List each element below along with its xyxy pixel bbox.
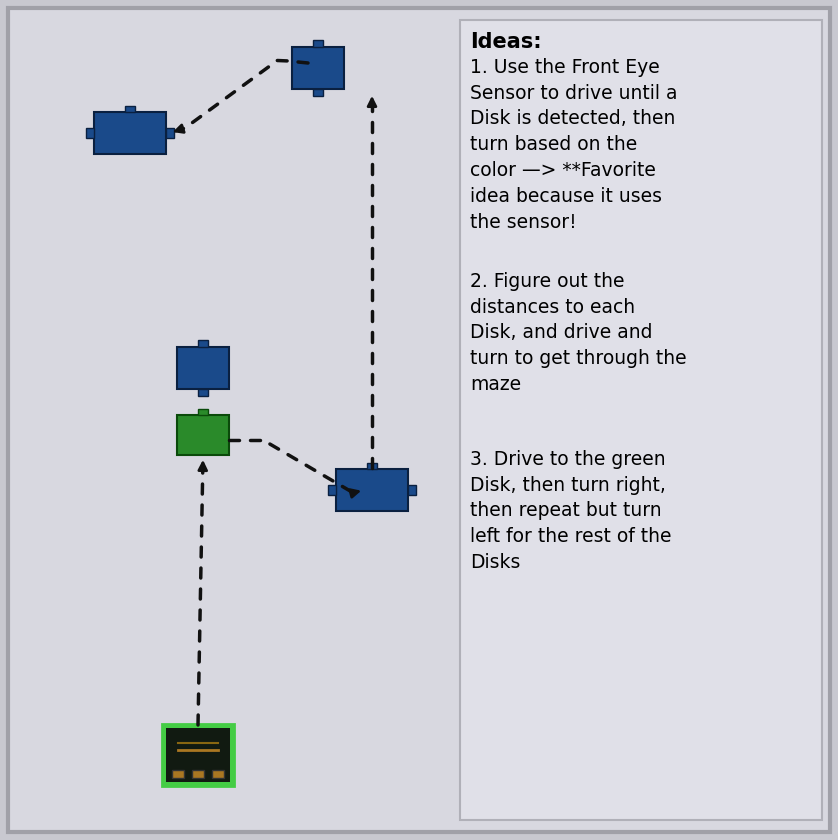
FancyBboxPatch shape: [177, 347, 229, 389]
FancyBboxPatch shape: [313, 40, 323, 47]
FancyBboxPatch shape: [166, 728, 230, 782]
FancyBboxPatch shape: [367, 463, 377, 469]
FancyBboxPatch shape: [8, 8, 830, 832]
FancyBboxPatch shape: [198, 389, 208, 396]
FancyBboxPatch shape: [408, 485, 416, 495]
Text: Ideas:: Ideas:: [470, 32, 541, 52]
FancyBboxPatch shape: [162, 724, 234, 786]
FancyBboxPatch shape: [86, 128, 94, 138]
FancyBboxPatch shape: [125, 106, 135, 112]
FancyBboxPatch shape: [198, 340, 208, 347]
FancyBboxPatch shape: [192, 770, 204, 778]
FancyBboxPatch shape: [166, 128, 174, 138]
FancyBboxPatch shape: [292, 47, 344, 89]
FancyBboxPatch shape: [212, 770, 224, 778]
Text: 2. Figure out the
distances to each
Disk, and drive and
turn to get through the
: 2. Figure out the distances to each Disk…: [470, 272, 686, 394]
FancyBboxPatch shape: [328, 485, 336, 495]
FancyBboxPatch shape: [460, 20, 822, 820]
FancyBboxPatch shape: [177, 415, 229, 455]
Text: 3. Drive to the green
Disk, then turn right,
then repeat but turn
left for the r: 3. Drive to the green Disk, then turn ri…: [470, 450, 671, 572]
FancyBboxPatch shape: [313, 89, 323, 96]
FancyBboxPatch shape: [94, 112, 166, 154]
FancyBboxPatch shape: [336, 469, 408, 511]
FancyBboxPatch shape: [198, 409, 208, 415]
FancyBboxPatch shape: [172, 770, 184, 778]
Text: 1. Use the Front Eye
Sensor to drive until a
Disk is detected, then
turn based o: 1. Use the Front Eye Sensor to drive unt…: [470, 58, 677, 232]
